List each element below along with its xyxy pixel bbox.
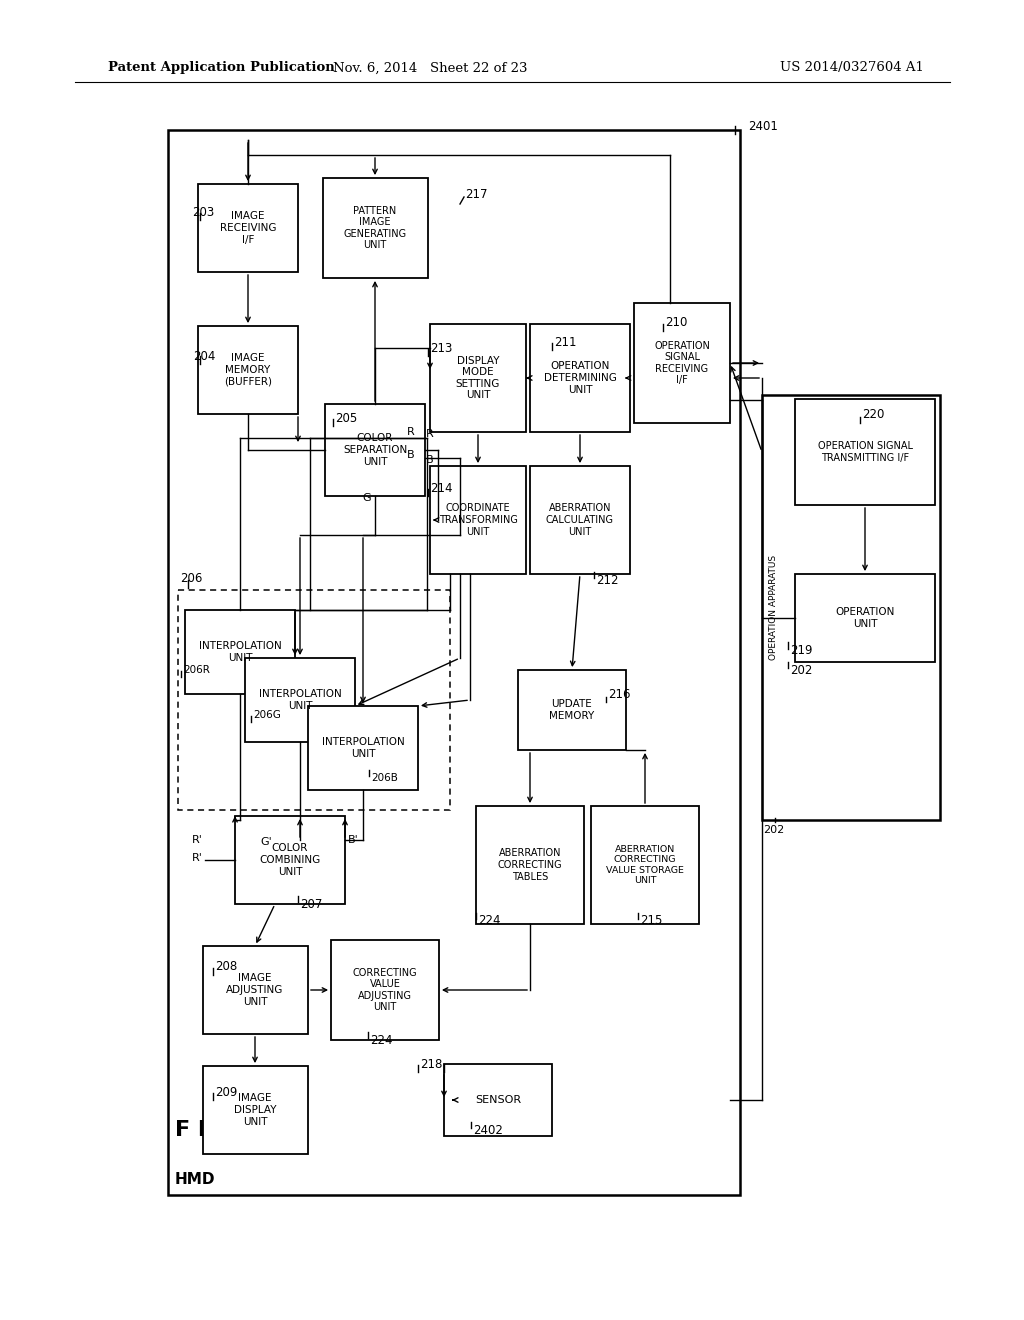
Text: 202: 202 xyxy=(790,664,812,676)
Bar xyxy=(245,657,355,742)
Text: US 2014/0327604 A1: US 2014/0327604 A1 xyxy=(780,62,924,74)
Text: 210: 210 xyxy=(665,317,687,330)
Text: G': G' xyxy=(260,837,271,847)
Text: IMAGE
RECEIVING
I/F: IMAGE RECEIVING I/F xyxy=(220,211,276,244)
Bar xyxy=(430,466,526,574)
Bar xyxy=(530,466,630,574)
Text: CORRECTING
VALUE
ADJUSTING
UNIT: CORRECTING VALUE ADJUSTING UNIT xyxy=(352,968,418,1012)
Text: 206R: 206R xyxy=(183,665,210,675)
Text: IMAGE
DISPLAY
UNIT: IMAGE DISPLAY UNIT xyxy=(233,1093,276,1126)
Text: INTERPOLATION
UNIT: INTERPOLATION UNIT xyxy=(199,642,282,663)
Text: G: G xyxy=(362,492,371,503)
Text: 220: 220 xyxy=(862,408,885,421)
Bar xyxy=(234,816,345,904)
Text: OPERATION
DETERMINING
UNIT: OPERATION DETERMINING UNIT xyxy=(544,362,616,395)
Text: 203: 203 xyxy=(193,206,214,219)
Text: OPERATION SIGNAL
TRANSMITTING I/F: OPERATION SIGNAL TRANSMITTING I/F xyxy=(817,441,912,463)
Text: COLOR
SEPARATION
UNIT: COLOR SEPARATION UNIT xyxy=(343,433,408,466)
Bar xyxy=(203,946,307,1034)
Bar xyxy=(634,304,730,422)
Bar xyxy=(762,395,940,820)
Text: PATTERN
IMAGE
GENERATING
UNIT: PATTERN IMAGE GENERATING UNIT xyxy=(343,206,407,251)
Text: 209: 209 xyxy=(215,1085,238,1098)
Text: 217: 217 xyxy=(465,189,487,202)
Text: 207: 207 xyxy=(300,898,323,911)
Text: ABERRATION
CORRECTING
VALUE STORAGE
UNIT: ABERRATION CORRECTING VALUE STORAGE UNIT xyxy=(606,845,684,886)
Text: Nov. 6, 2014   Sheet 22 of 23: Nov. 6, 2014 Sheet 22 of 23 xyxy=(333,62,527,74)
Text: 224: 224 xyxy=(478,913,501,927)
Text: HMD: HMD xyxy=(175,1172,215,1188)
Text: INTERPOLATION
UNIT: INTERPOLATION UNIT xyxy=(322,737,404,759)
Text: 212: 212 xyxy=(596,573,618,586)
Bar xyxy=(331,940,439,1040)
Text: 204: 204 xyxy=(193,350,215,363)
Bar xyxy=(168,129,740,1195)
Bar xyxy=(795,574,935,663)
Text: 206B: 206B xyxy=(371,774,398,783)
Bar xyxy=(591,807,699,924)
Text: 211: 211 xyxy=(554,335,577,348)
Text: INTERPOLATION
UNIT: INTERPOLATION UNIT xyxy=(259,689,341,710)
Bar xyxy=(325,404,425,496)
Bar xyxy=(518,671,626,750)
Text: IMAGE
MEMORY
(BUFFER): IMAGE MEMORY (BUFFER) xyxy=(224,354,272,387)
Text: 213: 213 xyxy=(430,342,453,355)
Text: 2401: 2401 xyxy=(748,120,778,132)
Text: F I G. 22: F I G. 22 xyxy=(175,1119,279,1140)
Bar xyxy=(203,1067,307,1154)
Bar xyxy=(430,323,526,432)
Text: DISPLAY
MODE
SETTING
UNIT: DISPLAY MODE SETTING UNIT xyxy=(456,355,500,400)
Text: 206G: 206G xyxy=(253,710,281,719)
Bar xyxy=(178,590,450,810)
Text: UPDATE
MEMORY: UPDATE MEMORY xyxy=(549,700,595,721)
Text: Patent Application Publication: Patent Application Publication xyxy=(108,62,335,74)
Text: 219: 219 xyxy=(790,644,812,656)
Bar xyxy=(530,323,630,432)
Text: OPERATION
UNIT: OPERATION UNIT xyxy=(836,607,895,628)
Bar xyxy=(323,178,427,279)
Text: 214: 214 xyxy=(430,482,453,495)
Text: 205: 205 xyxy=(335,412,357,425)
Bar xyxy=(795,399,935,506)
Text: 208: 208 xyxy=(215,961,238,974)
Text: 218: 218 xyxy=(420,1059,442,1072)
Text: COORDINATE
TRANSFORMING
UNIT: COORDINATE TRANSFORMING UNIT xyxy=(438,503,517,537)
Text: R: R xyxy=(426,429,434,440)
Text: B': B' xyxy=(348,836,358,845)
Text: COLOR
COMBINING
UNIT: COLOR COMBINING UNIT xyxy=(259,843,321,876)
Bar xyxy=(185,610,295,694)
Bar xyxy=(444,1064,552,1137)
Bar xyxy=(308,706,418,789)
Text: OPERATION
SIGNAL
RECEIVING
I/F: OPERATION SIGNAL RECEIVING I/F xyxy=(654,341,710,385)
Bar xyxy=(198,183,298,272)
Text: 216: 216 xyxy=(608,689,631,701)
Bar xyxy=(198,326,298,414)
Text: B: B xyxy=(407,450,415,459)
Text: 224: 224 xyxy=(370,1034,392,1047)
Text: R: R xyxy=(407,426,415,437)
Bar xyxy=(476,807,584,924)
Text: 2402: 2402 xyxy=(473,1123,503,1137)
Text: ABERRATION
CALCULATING
UNIT: ABERRATION CALCULATING UNIT xyxy=(546,503,614,537)
Text: 206: 206 xyxy=(180,572,203,585)
Text: OPERATION APPARATUS: OPERATION APPARATUS xyxy=(769,554,778,660)
Text: 202: 202 xyxy=(763,825,784,836)
Text: ABERRATION
CORRECTING
TABLES: ABERRATION CORRECTING TABLES xyxy=(498,849,562,882)
Text: R': R' xyxy=(193,836,203,845)
Text: R': R' xyxy=(193,853,203,863)
Text: 215: 215 xyxy=(640,913,663,927)
Text: B: B xyxy=(426,455,433,465)
Text: SENSOR: SENSOR xyxy=(475,1096,521,1105)
Text: IMAGE
ADJUSTING
UNIT: IMAGE ADJUSTING UNIT xyxy=(226,973,284,1007)
